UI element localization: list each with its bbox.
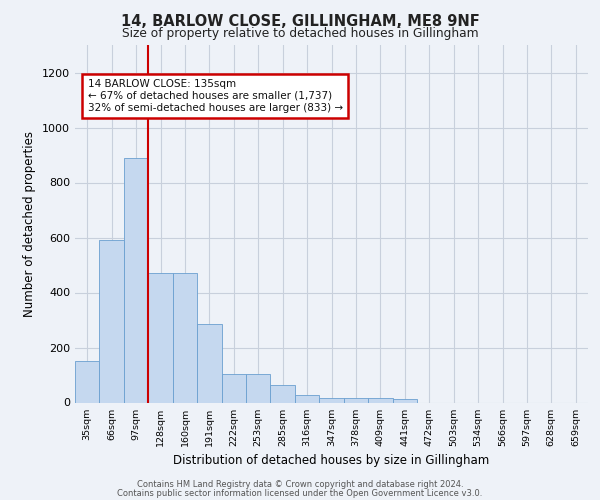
Text: Size of property relative to detached houses in Gillingham: Size of property relative to detached ho… — [122, 28, 478, 40]
Bar — [246, 374, 271, 402]
Bar — [221, 374, 246, 402]
Bar — [295, 395, 319, 402]
Bar — [124, 158, 148, 402]
Bar — [368, 398, 392, 402]
Text: 14 BARLOW CLOSE: 135sqm
← 67% of detached houses are smaller (1,737)
32% of semi: 14 BARLOW CLOSE: 135sqm ← 67% of detache… — [88, 80, 343, 112]
X-axis label: Distribution of detached houses by size in Gillingham: Distribution of detached houses by size … — [173, 454, 490, 467]
Bar — [319, 398, 344, 402]
Bar — [197, 324, 221, 402]
Y-axis label: Number of detached properties: Number of detached properties — [23, 130, 37, 317]
Text: Contains HM Land Registry data © Crown copyright and database right 2024.: Contains HM Land Registry data © Crown c… — [137, 480, 463, 489]
Bar — [75, 360, 100, 403]
Text: 14, BARLOW CLOSE, GILLINGHAM, ME8 9NF: 14, BARLOW CLOSE, GILLINGHAM, ME8 9NF — [121, 14, 479, 29]
Bar — [173, 273, 197, 402]
Bar — [148, 273, 173, 402]
Bar — [344, 398, 368, 402]
Bar — [100, 240, 124, 402]
Bar — [392, 399, 417, 402]
Text: Contains public sector information licensed under the Open Government Licence v3: Contains public sector information licen… — [118, 488, 482, 498]
Bar — [271, 385, 295, 402]
